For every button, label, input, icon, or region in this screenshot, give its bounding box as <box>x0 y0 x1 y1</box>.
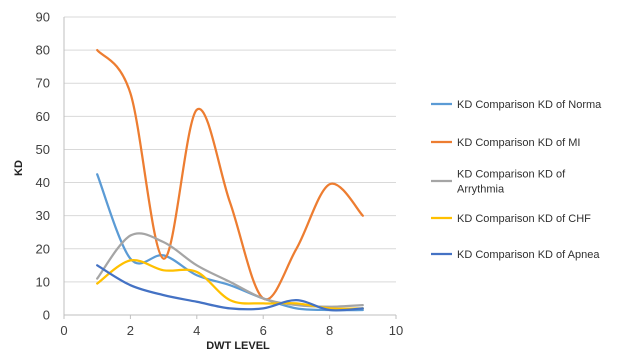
y-tick-label: 60 <box>36 109 50 124</box>
y-tick-label: 90 <box>36 10 50 25</box>
axes <box>63 17 397 319</box>
legend-label: KD Comparison KD of Apnea <box>457 249 600 261</box>
series-lines <box>96 48 364 312</box>
legend-label: KD Comparison KD of <box>457 169 566 181</box>
legend-label: Arrythmia <box>457 184 505 196</box>
y-tick-label: 80 <box>36 43 50 58</box>
y-tick-label: 70 <box>36 76 50 91</box>
series-line-kd-comparison-kd-of-apnea <box>96 264 364 312</box>
y-tick-label: 30 <box>36 208 50 223</box>
y-axis-title: KD <box>13 160 25 176</box>
x-tick-label: 6 <box>260 323 267 338</box>
legend-label: KD Comparison KD of CHF <box>457 213 591 225</box>
legend-label: KD Comparison KD of Norma <box>457 99 602 111</box>
series-line-kd-comparison-kd-of-arrythmia <box>96 232 364 308</box>
x-tick-label: 10 <box>389 323 403 338</box>
y-tick-label: 20 <box>36 241 50 256</box>
x-axis-title: DWT LEVEL <box>206 340 270 352</box>
y-tick-label: 0 <box>43 308 50 323</box>
y-tick-label: 40 <box>36 175 50 190</box>
tick-labels: 0 10 20 30 40 50 60 70 80 90 0 2 4 6 8 10 <box>36 10 404 339</box>
x-tick-label: 0 <box>60 323 67 338</box>
series-line-kd-comparison-kd-of-mi <box>96 48 364 301</box>
legend-label: KD Comparison KD of MI <box>457 137 580 149</box>
x-tick-label: 4 <box>193 323 200 338</box>
legend: KD Comparison KD of Norma KD Comparison K… <box>431 99 602 261</box>
series-line-kd-comparison-kd-of-norma <box>96 173 364 312</box>
y-tick-label: 50 <box>36 142 50 157</box>
x-tick-label: 8 <box>326 323 333 338</box>
x-tick-label: 2 <box>127 323 134 338</box>
y-tick-label: 10 <box>36 274 50 289</box>
gridlines <box>64 16 396 283</box>
